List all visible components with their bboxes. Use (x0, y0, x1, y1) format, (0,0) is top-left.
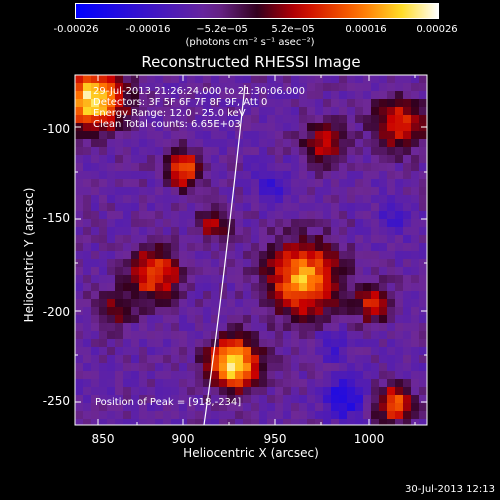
image-title: Reconstructed RHESSI Image (141, 53, 361, 71)
info-counts: Clean Total counts: 6.65E+03 (93, 119, 241, 130)
y-tick-label: -250 (43, 394, 70, 408)
x-tick-label: 900 (172, 432, 195, 446)
info-peak: Position of Peak = [918,-234] (95, 397, 242, 408)
colorbar-tick: -0.00026 (53, 24, 99, 35)
solar-limb-line (203, 84, 246, 426)
colorbar-unit: (photons cm⁻² s⁻¹ asec⁻²) (185, 37, 315, 48)
info-energy: Energy Range: 12.0 - 25.0 keV (93, 108, 246, 119)
y-tick-label: -100 (43, 122, 70, 136)
x-tick-label: 950 (264, 432, 287, 446)
colorbar-tick: 0.00016 (345, 24, 387, 35)
x-tick-label: 1000 (354, 432, 385, 446)
heatmap-image (75, 75, 427, 425)
y-tick-label: -150 (43, 211, 70, 225)
x-axis-label: Heliocentric X (arcsec) (183, 446, 319, 460)
y-tick-label: -200 (43, 305, 70, 319)
timestamp-footer: 30-Jul-2013 12:13 (404, 484, 495, 495)
x-tick-label: 850 (92, 432, 115, 446)
info-time-range: 29-Jul-2013 21:26:24.000 to 21:30:06.000 (93, 86, 305, 97)
colorbar-tick: 5.2e−05 (271, 24, 315, 35)
colorbar-tick: −5.2e−05 (196, 24, 248, 35)
axis-ticks (75, 75, 427, 425)
colorbar-tick: -0.00016 (125, 24, 171, 35)
info-detectors: Detectors: 3F 5F 6F 7F 8F 9F, Att 0 (93, 97, 268, 108)
colorbar (75, 3, 439, 19)
colorbar-tick: 0.00026 (416, 24, 458, 35)
y-axis-label: Heliocentric Y (arcsec) (22, 187, 36, 323)
plot-frame (74, 74, 428, 426)
